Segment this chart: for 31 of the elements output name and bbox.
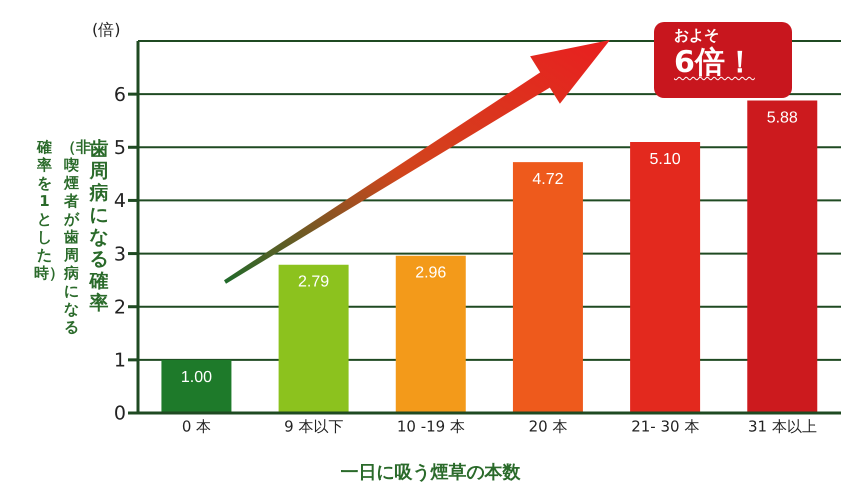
x-tick-label: 0 本 [182,418,212,436]
x-tick-label: 21- 30 本 [631,418,700,436]
bar [630,142,700,413]
bar [396,256,466,413]
bar [278,264,349,413]
y-tick-label: 5 [114,137,126,160]
annotation: 6倍！ [674,45,756,81]
x-tick-label: 31 本以上 [748,418,817,436]
y-tick-label: 0 [114,402,126,425]
data-label: 5.88 [766,110,798,127]
x-axis-title: 一日に吸う煙草の本数 [340,461,522,484]
x-tick-label: 9 本以下 [284,418,344,436]
y-tick-label: 2 [114,296,126,318]
x-tick-label: 10 -19 本 [396,418,465,436]
data-label: 2.79 [298,274,330,291]
data-label: 4.72 [532,171,564,188]
bar [161,360,232,413]
data-label: 5.10 [650,150,681,168]
bar [747,100,818,413]
y-tick-label: 1 [114,350,126,372]
y-tick-label: 4 [114,190,126,212]
y-axis-title: 歯周病になる確率 [89,138,110,314]
callout-box: およそ 6倍！ [654,22,792,98]
text: (倍) [92,20,120,41]
x-tick-label: 20 本 [528,418,568,436]
data-label: 1.00 [180,368,212,386]
data-label: 2.96 [415,264,446,282]
bar [512,162,583,413]
y-tick-label: 6 [114,84,126,106]
annotation: およそ [674,26,720,45]
y-tick-label: 3 [114,243,126,266]
